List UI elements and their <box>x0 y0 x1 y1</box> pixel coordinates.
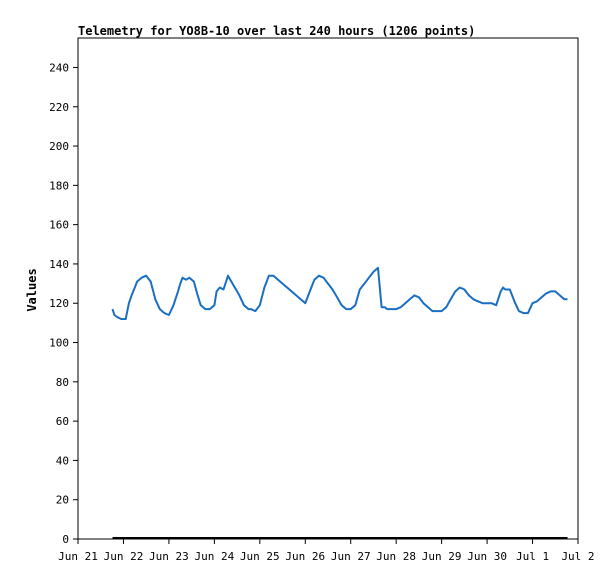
x-tick-label: Jun 25 <box>240 550 280 563</box>
y-tick-label: 160 <box>49 219 69 232</box>
y-tick-label: 180 <box>49 179 69 192</box>
x-tick-label: Jun 30 <box>467 550 507 563</box>
y-axis-label: Values <box>25 268 39 311</box>
y-tick-label: 80 <box>56 376 69 389</box>
series-line <box>111 266 568 320</box>
y-tick-label: 220 <box>49 101 69 114</box>
chart-title: Telemetry for YO8B-10 over last 240 hour… <box>78 24 475 38</box>
x-tick-label: Jun 28 <box>376 550 416 563</box>
x-tick-label: Jul 1 <box>516 550 549 563</box>
x-tick-label: Jun 26 <box>285 550 325 563</box>
x-axis: Jun 21 Jun 22 Jun 23 Jun 24 Jun 25 Jun 26 Jun … <box>58 539 595 563</box>
y-tick-label: 240 <box>49 61 69 74</box>
y-axis: 0 20 40 60 80 100 120 140 160 180 200 220 240 <box>49 61 78 546</box>
y-tick-label: 200 <box>49 140 69 153</box>
y-tick-label: 100 <box>49 337 69 350</box>
y-tick-label: 0 <box>62 533 69 546</box>
x-tick-label: Jun 22 <box>104 550 144 563</box>
plot-frame <box>77 37 579 540</box>
y-tick-label: 60 <box>56 415 69 428</box>
y-tick-label: 120 <box>49 297 69 310</box>
x-tick-label: Jun 27 <box>331 550 371 563</box>
x-tick-label: Jun 23 <box>149 550 189 563</box>
x-tick-label: Jun 24 <box>194 550 234 563</box>
y-tick-label: 40 <box>56 454 69 467</box>
y-tick-label: 20 <box>56 494 69 507</box>
x-tick-label: Jun 29 <box>422 550 462 563</box>
x-tick-label: Jul 2 <box>561 550 594 563</box>
x-tick-label: Jun 21 <box>58 550 98 563</box>
y-tick-label: 140 <box>49 258 69 271</box>
